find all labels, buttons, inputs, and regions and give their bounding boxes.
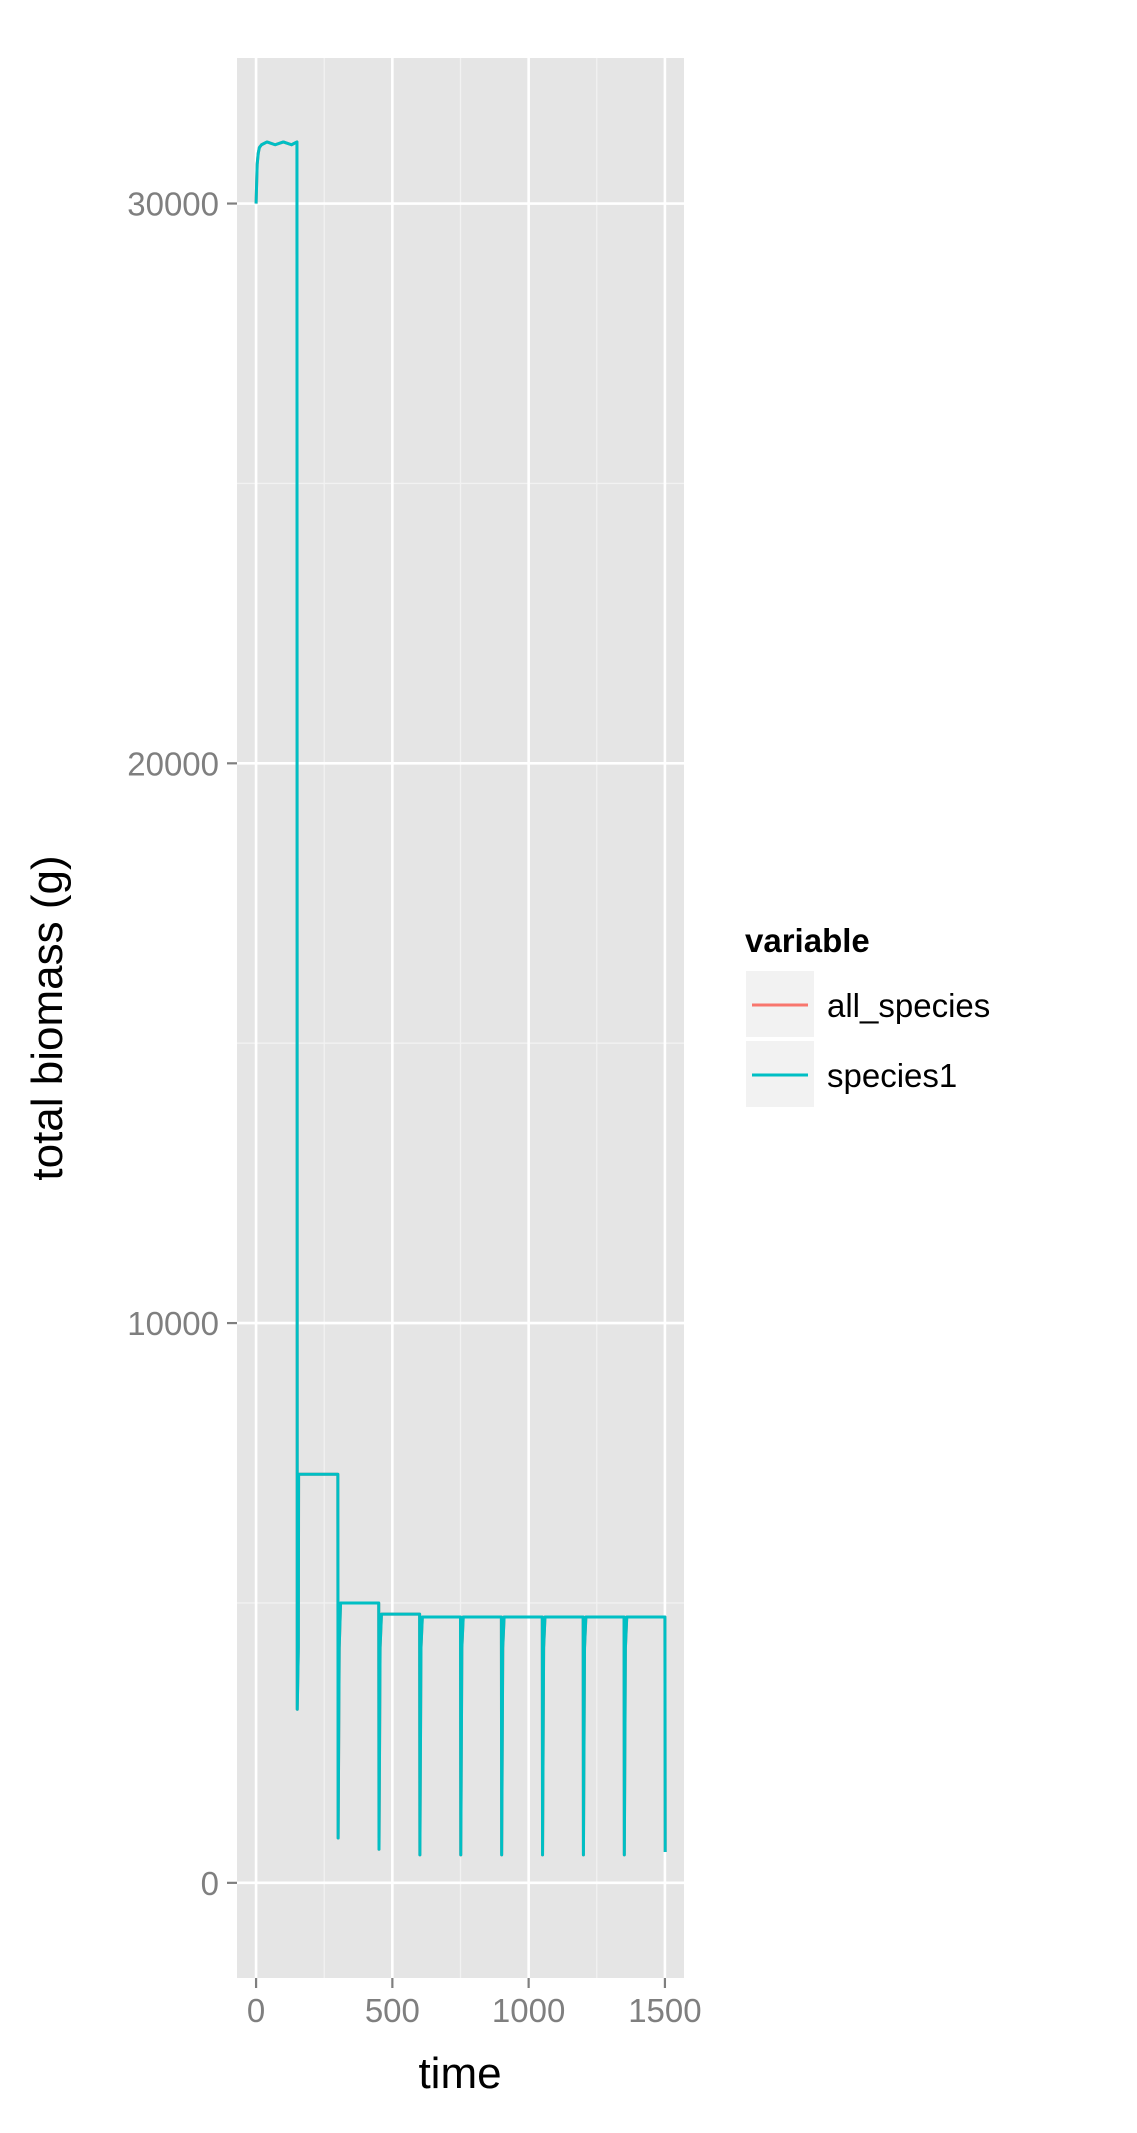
x-tick-label: 500 <box>365 1992 420 2029</box>
series-line-species1 <box>254 140 667 1857</box>
y-axis-title: total biomass (g) <box>23 855 72 1180</box>
y-tick-label: 10000 <box>127 1305 219 1342</box>
legend-entries: all_species species1 <box>744 969 990 1109</box>
major-gridlines <box>237 58 684 1978</box>
y-tick-label: 0 <box>201 1865 219 1902</box>
x-tick-label: 1500 <box>628 1992 701 2029</box>
x-axis-ticks: 0 500 1000 1500 <box>247 1978 702 2029</box>
y-tick-label: 30000 <box>127 186 219 223</box>
legend-label: all_species <box>827 987 990 1024</box>
legend: variable all_species species1 <box>744 922 990 1109</box>
legend-label: species1 <box>827 1057 957 1094</box>
y-tick-label: 20000 <box>127 745 219 782</box>
series-layer <box>254 140 667 1857</box>
x-tick-label: 0 <box>247 1992 265 2029</box>
y-axis-ticks: 0 10000 20000 30000 <box>127 186 237 1902</box>
x-tick-label: 1000 <box>492 1992 565 2029</box>
legend-title: variable <box>745 922 870 959</box>
x-axis-title: time <box>418 2049 501 2098</box>
